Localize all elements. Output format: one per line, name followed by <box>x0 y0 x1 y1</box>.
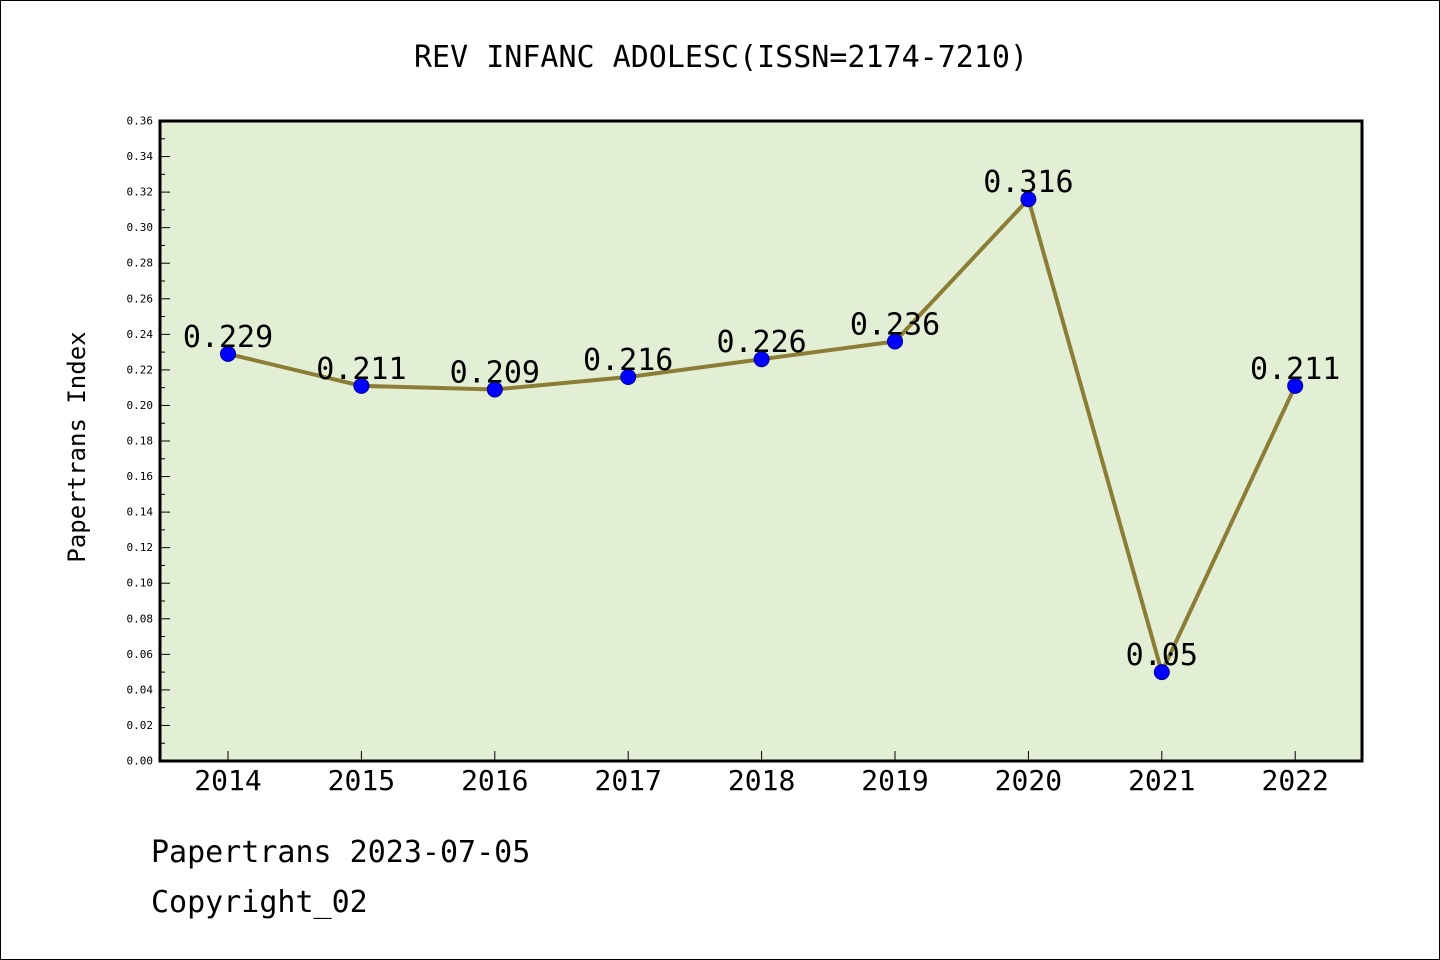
data-label: 0.229 <box>183 320 273 355</box>
y-tick-label: 0.32 <box>127 186 154 199</box>
data-point <box>353 377 370 394</box>
data-label: 0.211 <box>316 352 406 387</box>
data-point <box>486 381 503 398</box>
footer-copyright-text: Copyright_02 <box>151 885 368 920</box>
y-tick-label: 0.24 <box>127 328 154 341</box>
x-tick-label: 2014 <box>194 764 261 797</box>
y-axis: 0.00 0.02 0.04 0.06 0.08 0.10 0.12 0.14 0.16 0.18… <box>127 115 170 768</box>
data-label: 0.216 <box>583 343 673 378</box>
y-tick-label: 0.18 <box>127 435 154 448</box>
y-tick-label: 0.14 <box>127 506 154 519</box>
footer-date-text: Papertrans 2023-07-05 <box>151 835 531 870</box>
y-tick-label: 0.08 <box>127 612 154 625</box>
data-label: 0.316 <box>983 165 1073 200</box>
y-tick-label: 0.20 <box>127 399 154 412</box>
y-tick-label: 0.10 <box>127 577 154 590</box>
y-tick-label: 0.30 <box>127 221 154 234</box>
series-layer: 0.229 0.211 0.209 0.216 0.226 0.236 0.316 0.05 0… <box>183 165 1340 681</box>
plot-area <box>158 119 1364 763</box>
data-point <box>620 369 637 385</box>
y-tick-label: 0.16 <box>127 470 154 483</box>
x-tick-label: 2018 <box>728 764 795 797</box>
y-tick-label: 0.02 <box>127 719 154 732</box>
data-point <box>1153 664 1170 681</box>
data-point <box>753 351 770 368</box>
x-tick-label: 2016 <box>461 764 528 797</box>
y-axis-label: Papertrans Index <box>63 331 91 562</box>
data-point <box>1020 191 1037 208</box>
y-tick-label: 0.22 <box>127 363 154 376</box>
data-point <box>887 333 903 350</box>
data-point <box>1287 377 1304 394</box>
data-point <box>220 345 236 362</box>
y-tick-label: 0.12 <box>127 541 154 554</box>
x-axis: 2014 2015 2016 2017 2018 2019 2020 2021 2022 <box>194 751 1329 797</box>
x-tick-label: 2017 <box>594 764 661 797</box>
y-tick-label: 0.28 <box>127 257 154 270</box>
x-tick-label: 2019 <box>861 764 928 797</box>
y-tick-label: 0.34 <box>127 150 154 163</box>
data-label: 0.211 <box>1250 352 1340 387</box>
data-label: 0.05 <box>1126 638 1198 673</box>
data-label: 0.236 <box>850 307 940 342</box>
y-tick-label: 0.06 <box>127 648 154 661</box>
y-tick-label: 0.00 <box>127 755 154 768</box>
y-tick-label: 0.26 <box>127 292 154 305</box>
data-label: 0.226 <box>716 325 806 360</box>
x-tick-label: 2020 <box>995 764 1062 797</box>
x-tick-label: 2021 <box>1128 764 1195 797</box>
x-tick-label: 2022 <box>1261 764 1328 797</box>
x-tick-label: 2015 <box>328 764 395 797</box>
chart-title: REV INFANC ADOLESC(ISSN=2174-7210) <box>414 40 1028 75</box>
y-tick-label: 0.04 <box>127 683 154 696</box>
y-tick-label: 0.36 <box>127 115 154 128</box>
data-label: 0.209 <box>450 355 540 390</box>
